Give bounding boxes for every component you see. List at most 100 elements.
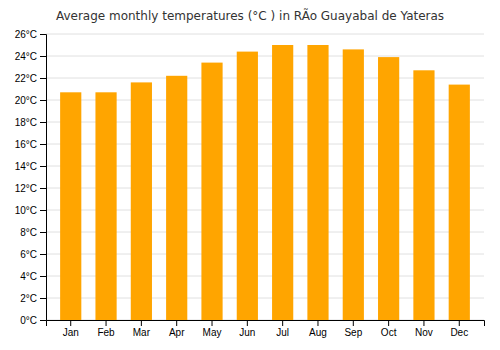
tick-mark: [40, 298, 46, 299]
tick: Apr: [169, 320, 185, 338]
tick: 10°C: [15, 205, 46, 216]
tick-label: May: [203, 327, 222, 338]
tick-label: Sep: [344, 327, 362, 338]
tick-mark: [40, 144, 46, 145]
tick-mark: [40, 34, 46, 35]
tick-label: 12°C: [15, 183, 37, 194]
grid: [46, 34, 484, 320]
tick: Jun: [239, 320, 255, 338]
tick-label: Mar: [133, 327, 151, 338]
tick: 20°C: [15, 95, 46, 106]
tick-mark: [106, 320, 107, 326]
plot: 0°C 2°C 4°C 6°C 8°C 10°C 12°C 14°C 16°C 18°C 20°C 2…: [15, 29, 485, 338]
tick: 14°C: [15, 161, 46, 172]
tick-mark: [40, 188, 46, 189]
tick-mark: [176, 320, 177, 326]
bar: [272, 45, 293, 320]
tick-mark: [388, 320, 389, 326]
tick-mark: [40, 320, 46, 321]
tick: 22°C: [15, 73, 46, 84]
tick: 4°C: [20, 271, 46, 282]
tick-label: Oct: [381, 327, 397, 338]
tick: 26°C: [15, 29, 46, 40]
tick-label: Jan: [63, 327, 79, 338]
tick: Mar: [133, 320, 151, 338]
tick: May: [203, 320, 222, 338]
tick: 0°C: [20, 315, 46, 326]
tick-label: Jul: [276, 327, 289, 338]
tick-mark: [247, 320, 248, 326]
bar: [343, 49, 364, 320]
tick-label: Feb: [97, 327, 115, 338]
tick-mark: [40, 100, 46, 101]
bar: [201, 63, 222, 320]
tick: Dec: [450, 320, 468, 338]
tick-mark: [40, 166, 46, 167]
bar: [95, 92, 116, 320]
axis-line: [40, 35, 47, 321]
tick: 2°C: [20, 293, 46, 304]
tick-label: Nov: [415, 327, 433, 338]
tick-mark: [40, 122, 46, 123]
tick: Jan: [63, 320, 79, 338]
tick-label: 20°C: [15, 95, 37, 106]
tick-label: 18°C: [15, 117, 37, 128]
tick: 12°C: [15, 183, 46, 194]
bar: [166, 76, 187, 320]
bars: [60, 45, 470, 320]
tick-label: 6°C: [20, 249, 37, 260]
tick-label: 0°C: [20, 315, 37, 326]
tick: Jul: [276, 320, 289, 338]
tick-mark: [40, 210, 46, 211]
bar: [60, 92, 81, 320]
axis-line: [47, 321, 485, 327]
tick-mark: [141, 320, 142, 326]
tick-mark: [40, 232, 46, 233]
tick: Feb: [97, 320, 115, 338]
tick: Oct: [381, 320, 397, 338]
tick-label: 2°C: [20, 293, 37, 304]
tick: 24°C: [15, 51, 46, 62]
tick-mark: [317, 320, 318, 326]
grid-line: [46, 56, 484, 57]
tick-mark: [212, 320, 213, 326]
bar: [307, 45, 328, 320]
tick-label: 24°C: [15, 51, 37, 62]
tick-label: 16°C: [15, 139, 37, 150]
tick-label: 10°C: [15, 205, 37, 216]
tick-mark: [353, 320, 354, 326]
bar: [449, 85, 470, 320]
tick-label: 22°C: [15, 73, 37, 84]
bar: [413, 70, 434, 320]
bar: [131, 82, 152, 320]
y-axis: 0°C 2°C 4°C 6°C 8°C 10°C 12°C 14°C 16°C 18°C 20°C 2…: [15, 29, 47, 326]
tick-mark: [40, 56, 46, 57]
bar: [378, 57, 399, 320]
grid-line: [46, 34, 484, 35]
tick: 16°C: [15, 139, 46, 150]
tick-mark: [40, 276, 46, 277]
tick: 18°C: [15, 117, 46, 128]
tick-mark: [459, 320, 460, 326]
tick-label: Apr: [169, 327, 185, 338]
tick: Aug: [309, 320, 327, 338]
tick-label: 8°C: [20, 227, 37, 238]
tick: 6°C: [20, 249, 46, 260]
title: Average monthly temperatures (°C ) in RÃ…: [56, 8, 444, 23]
bar: [237, 52, 258, 320]
tick-label: 14°C: [15, 161, 37, 172]
tick: 8°C: [20, 227, 46, 238]
tick-mark: [40, 78, 46, 79]
tick: Sep: [344, 320, 362, 338]
tick-label: 4°C: [20, 271, 37, 282]
tick-mark: [70, 320, 71, 326]
x-axis: Jan Feb Mar Apr May Jun Jul Aug Sep Oct Nov Dec: [47, 320, 485, 338]
tick-mark: [40, 254, 46, 255]
chart: Average monthly temperatures (°C ) in RÃ…: [0, 0, 500, 350]
tick-label: 26°C: [15, 29, 37, 40]
tick-mark: [282, 320, 283, 326]
tick-mark: [423, 320, 424, 326]
tick: Nov: [415, 320, 433, 338]
tick-label: Dec: [450, 327, 468, 338]
tick-label: Jun: [239, 327, 255, 338]
